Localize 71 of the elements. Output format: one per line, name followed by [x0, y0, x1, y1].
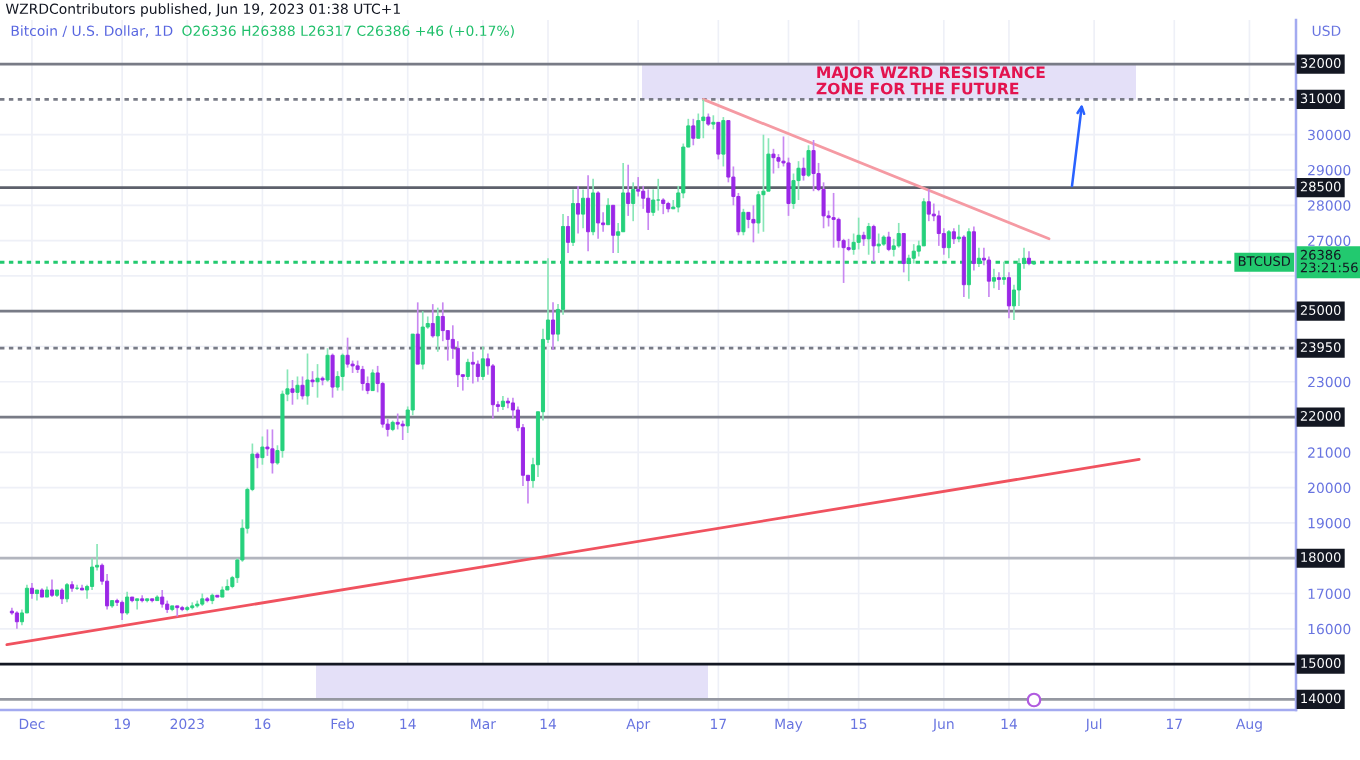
candlestick: [430, 303, 435, 339]
candlestick: [751, 204, 756, 244]
candlestick: [971, 225, 976, 272]
candlestick: [976, 246, 981, 268]
candlestick: [435, 306, 440, 353]
candlestick: [806, 144, 811, 178]
candlestick: [646, 188, 651, 231]
candlestick: [626, 163, 631, 217]
candlestick: [325, 347, 330, 383]
candlestick: [305, 352, 310, 406]
candlestick: [340, 352, 345, 392]
candlestick: [125, 590, 130, 616]
candlestick: [550, 301, 556, 351]
candlestick: [120, 599, 125, 621]
candlestick: [716, 121, 721, 161]
candlestick: [896, 222, 901, 249]
candlestick: [315, 363, 320, 399]
candlestick: [926, 188, 931, 223]
candlestick: [871, 223, 876, 263]
candlestick: [771, 147, 776, 175]
candlestick: [886, 230, 891, 253]
candlestick: [701, 98, 706, 140]
candlestick: [946, 229, 951, 260]
candlestick: [856, 216, 861, 251]
candlestick: [831, 192, 836, 249]
candlestick: [370, 368, 375, 392]
candlestick: [465, 357, 470, 381]
candlestick: [591, 177, 596, 237]
candlestick: [796, 160, 801, 201]
candlestick: [936, 209, 941, 247]
candlestick: [721, 116, 726, 168]
candlestick: [1006, 271, 1011, 320]
candlestick: [631, 181, 636, 223]
candlestick: [415, 301, 420, 365]
candlestick: [691, 117, 696, 147]
candlestick: [576, 185, 581, 235]
candlestick: [295, 375, 300, 401]
candlestick: [300, 375, 305, 401]
candlestick: [420, 310, 425, 371]
candlestick: [991, 267, 996, 290]
candlestick: [901, 232, 906, 274]
candlestick: [596, 190, 601, 240]
candlestick: [480, 345, 485, 381]
candlestick: [581, 188, 586, 230]
candlestick: [260, 435, 265, 466]
candlestick: [606, 197, 611, 226]
candlestick: [761, 133, 766, 233]
candlestick: [400, 419, 405, 441]
candlestick: [571, 188, 576, 247]
candlestick: [270, 428, 275, 475]
candlestick: [866, 222, 871, 256]
candlestick: [586, 174, 591, 253]
candlestick: [876, 232, 881, 254]
candlestick: [330, 352, 335, 399]
candlestick: [956, 223, 961, 244]
candlestick: [801, 156, 806, 182]
candlestick: [290, 379, 295, 406]
candlestick: [475, 359, 480, 383]
candlestick: [986, 255, 991, 298]
candlestick: [360, 365, 365, 392]
candlestick: [611, 204, 616, 254]
candlestick: [470, 350, 475, 385]
candlestick: [996, 271, 1001, 291]
candlestick: [811, 139, 816, 193]
candlestick: [345, 336, 350, 369]
candlestick: [566, 215, 571, 254]
candlestick: [1001, 260, 1006, 286]
candlestick: [64, 582, 70, 604]
candlestick: [741, 207, 746, 237]
candlestick: [961, 234, 966, 298]
candlestick: [656, 177, 661, 212]
